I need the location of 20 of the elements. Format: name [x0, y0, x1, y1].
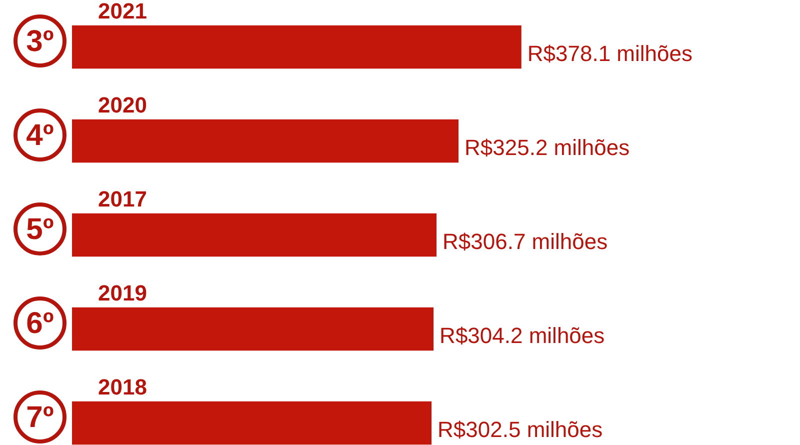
bar	[72, 119, 459, 163]
bar	[72, 307, 434, 351]
text: 4º	[26, 119, 54, 152]
text: 6º	[26, 307, 54, 340]
y-tick-label: 2018	[98, 374, 147, 400]
bar	[72, 25, 522, 69]
text: 3º	[26, 25, 54, 58]
y-tick-label: 2017	[98, 186, 147, 212]
data-label: R$325.2 milhões	[464, 135, 630, 160]
text: 5º	[26, 213, 54, 246]
data-label: R$304.2 milhões	[440, 323, 605, 348]
data-label: R$378.1 milhões	[527, 41, 692, 66]
data-label: R$302.5 milhões	[438, 417, 603, 442]
text: 7º	[26, 401, 54, 434]
data-label: R$306.7 milhões	[442, 229, 608, 254]
y-tick-label: 2020	[98, 92, 147, 118]
y-tick-label: 2021	[98, 0, 147, 24]
bar	[72, 401, 432, 445]
bar	[72, 213, 437, 257]
y-tick-label: 2019	[98, 280, 147, 306]
